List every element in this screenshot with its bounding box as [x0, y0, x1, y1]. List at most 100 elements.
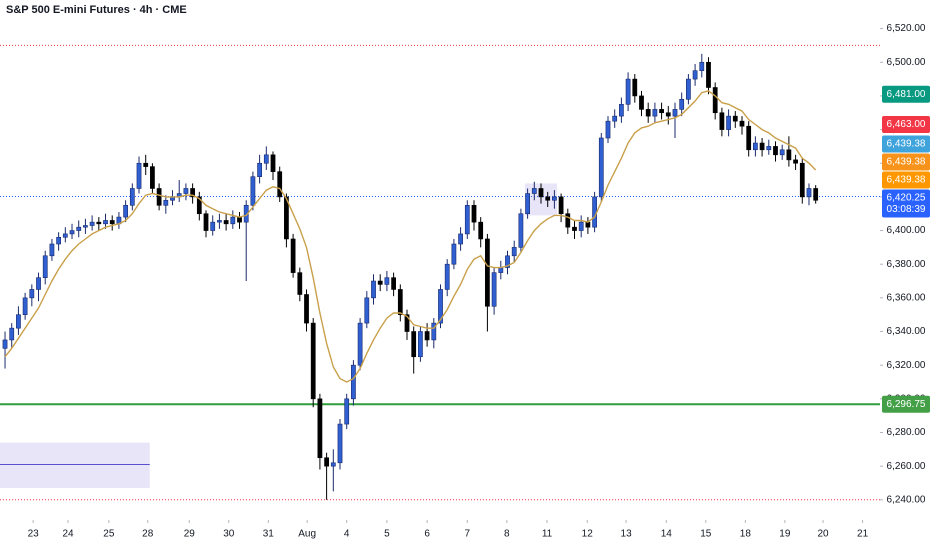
candle-body	[652, 109, 658, 117]
candle-body	[237, 216, 242, 223]
candle-body	[645, 109, 651, 117]
candle-body	[813, 188, 819, 201]
candle-body	[759, 142, 765, 151]
candle-body	[712, 87, 718, 114]
candle-body	[625, 78, 631, 105]
candle-body	[270, 154, 276, 172]
x-tick-label: 23	[28, 529, 40, 540]
candle-body	[190, 188, 195, 198]
candle-body	[558, 196, 564, 215]
x-tick-label: 15	[700, 529, 712, 540]
candle-body	[156, 188, 162, 206]
x-tick-label: Aug	[298, 529, 316, 540]
candle-body	[552, 196, 557, 201]
candle-body	[545, 196, 551, 201]
candle-body	[726, 115, 731, 130]
candle-body	[619, 104, 624, 117]
candle-body	[277, 171, 283, 198]
candle-body	[183, 188, 189, 194]
candle-body	[578, 221, 584, 231]
candle-body	[438, 289, 443, 324]
candle-body	[404, 314, 410, 332]
candle-body	[136, 162, 142, 189]
candle-body	[799, 162, 805, 198]
candle-body	[150, 166, 155, 189]
price-label: 6,420.25	[887, 193, 926, 204]
candle-body	[129, 188, 135, 206]
price-label: 6,439.38	[887, 139, 926, 150]
candle-body	[109, 220, 115, 225]
price-label: 6,439.38	[887, 157, 926, 168]
candle-body	[451, 243, 457, 265]
y-tick-label: 6,360.00	[887, 293, 926, 304]
candle-body	[525, 193, 530, 215]
candle-body	[498, 267, 504, 273]
moving-average	[4, 90, 817, 383]
y-tick-label: 6,280.00	[887, 427, 926, 438]
candle-body	[444, 263, 450, 290]
price-label: 6,481.00	[887, 89, 926, 100]
candle-body	[639, 95, 644, 110]
candle-body	[297, 272, 303, 295]
candle-body	[16, 314, 21, 329]
candle-body	[806, 188, 812, 198]
candle-body	[310, 322, 316, 400]
candle-body	[585, 221, 591, 228]
candle-body	[143, 162, 149, 167]
price-label-box	[882, 135, 930, 153]
candle-body	[391, 277, 396, 290]
candle-body	[793, 159, 798, 164]
candle-body	[699, 61, 705, 71]
candle-body	[304, 294, 309, 324]
candle-body	[592, 196, 597, 228]
candle-body	[478, 221, 484, 240]
candle-body	[565, 213, 571, 228]
candle-body	[29, 289, 35, 299]
price-label-box	[882, 116, 930, 134]
candle-body	[230, 216, 236, 225]
candle-body	[89, 221, 95, 226]
candle-body	[686, 78, 691, 100]
candle-body	[2, 339, 8, 349]
candle-body	[330, 462, 336, 467]
candle-body	[464, 205, 470, 235]
candle-body	[491, 272, 497, 307]
candle-body	[257, 162, 262, 177]
candle-body	[69, 230, 75, 235]
x-tick-label: 12	[582, 529, 594, 540]
candle-body	[56, 236, 61, 245]
candle-body	[746, 125, 752, 151]
chart-title: S&P 500 E-mini Futures · 4h · CME	[6, 4, 187, 16]
candle-body	[36, 277, 41, 290]
candle-body	[779, 149, 785, 156]
candle-body	[418, 331, 423, 358]
x-tick-label: 28	[142, 529, 154, 540]
x-tick-label: 7	[465, 529, 471, 540]
candle-body	[123, 205, 128, 218]
candle-body	[719, 112, 725, 130]
price-label: 6,463.00	[887, 119, 926, 130]
candle-body	[42, 255, 48, 278]
candle-body	[485, 238, 490, 307]
candle-body	[598, 137, 604, 198]
candle-body	[518, 213, 524, 248]
price-label: 6,296.75	[887, 399, 926, 410]
candle-body	[739, 120, 745, 127]
x-tick-label: 18	[740, 529, 752, 540]
candle-body	[223, 220, 229, 225]
candle-body	[344, 398, 350, 425]
price-label-box	[882, 189, 930, 218]
candle-body	[337, 423, 343, 464]
candle-body	[511, 247, 517, 257]
y-tick-label: 6,320.00	[887, 360, 926, 371]
candle-body	[62, 233, 68, 238]
candle-body	[672, 109, 678, 117]
candle-body	[284, 196, 289, 240]
candle-body	[538, 188, 544, 198]
candle-body	[384, 277, 390, 285]
x-tick-label: 31	[263, 529, 275, 540]
x-tick-label: 29	[184, 529, 196, 540]
